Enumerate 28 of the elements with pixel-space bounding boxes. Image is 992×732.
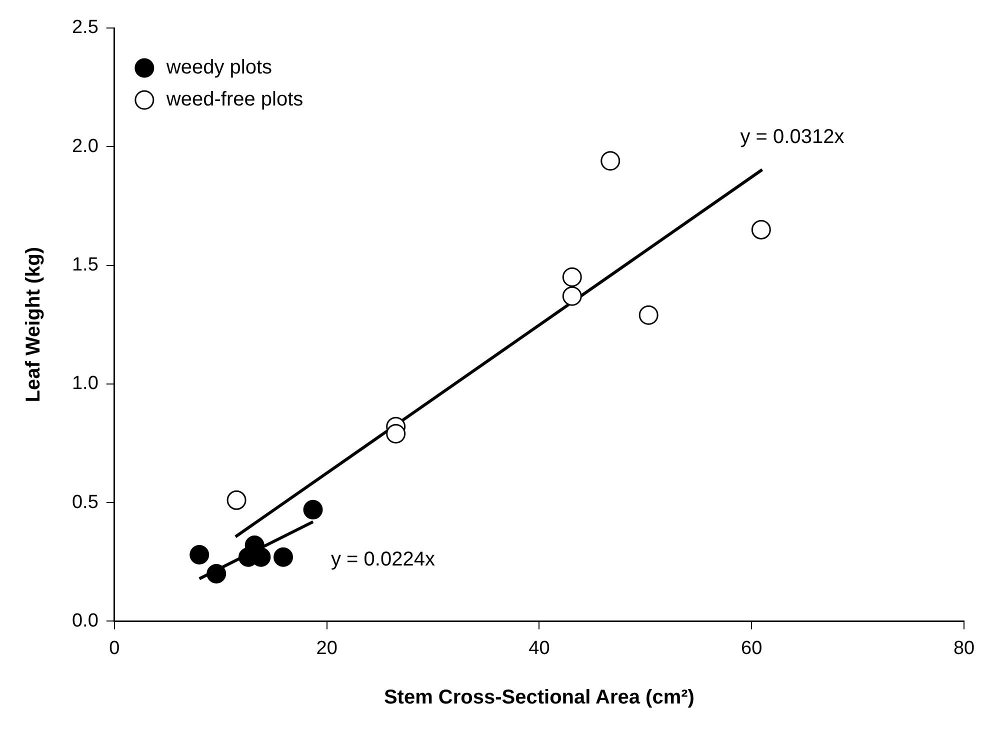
annotation: y = 0.0224x [331,548,435,570]
y-tick-label: 2.0 [72,136,98,157]
legend-label: weed-free plots [165,88,304,111]
x-tick-label: 40 [528,638,550,659]
x-tick-label: 60 [741,638,762,659]
point [226,490,246,510]
point [600,151,620,171]
point [638,305,658,325]
x-tick-label: 0 [109,638,120,659]
y-tick-label: 0.0 [72,610,98,632]
point [751,220,771,240]
x-tick-label: 20 [316,638,338,659]
legend-label: weedy plots [165,56,272,79]
y-tick-label: 1.5 [72,254,98,276]
point [274,547,294,567]
y-tick-label: 1.0 [72,373,98,394]
x-tick-label: 80 [953,638,975,659]
x-axis-title: Stem Cross-Sectional Area (cm²) [384,686,694,709]
point [562,267,582,287]
point [303,500,323,520]
annotation: y = 0.0312x [740,126,844,148]
point [190,545,210,565]
y-tick-label: 2.5 [72,17,98,38]
point [562,286,582,306]
point [206,564,226,584]
y-tick-label: 0.5 [72,492,98,513]
y-axis-title: Leaf Weight (kg) [22,247,45,402]
point [386,424,406,444]
